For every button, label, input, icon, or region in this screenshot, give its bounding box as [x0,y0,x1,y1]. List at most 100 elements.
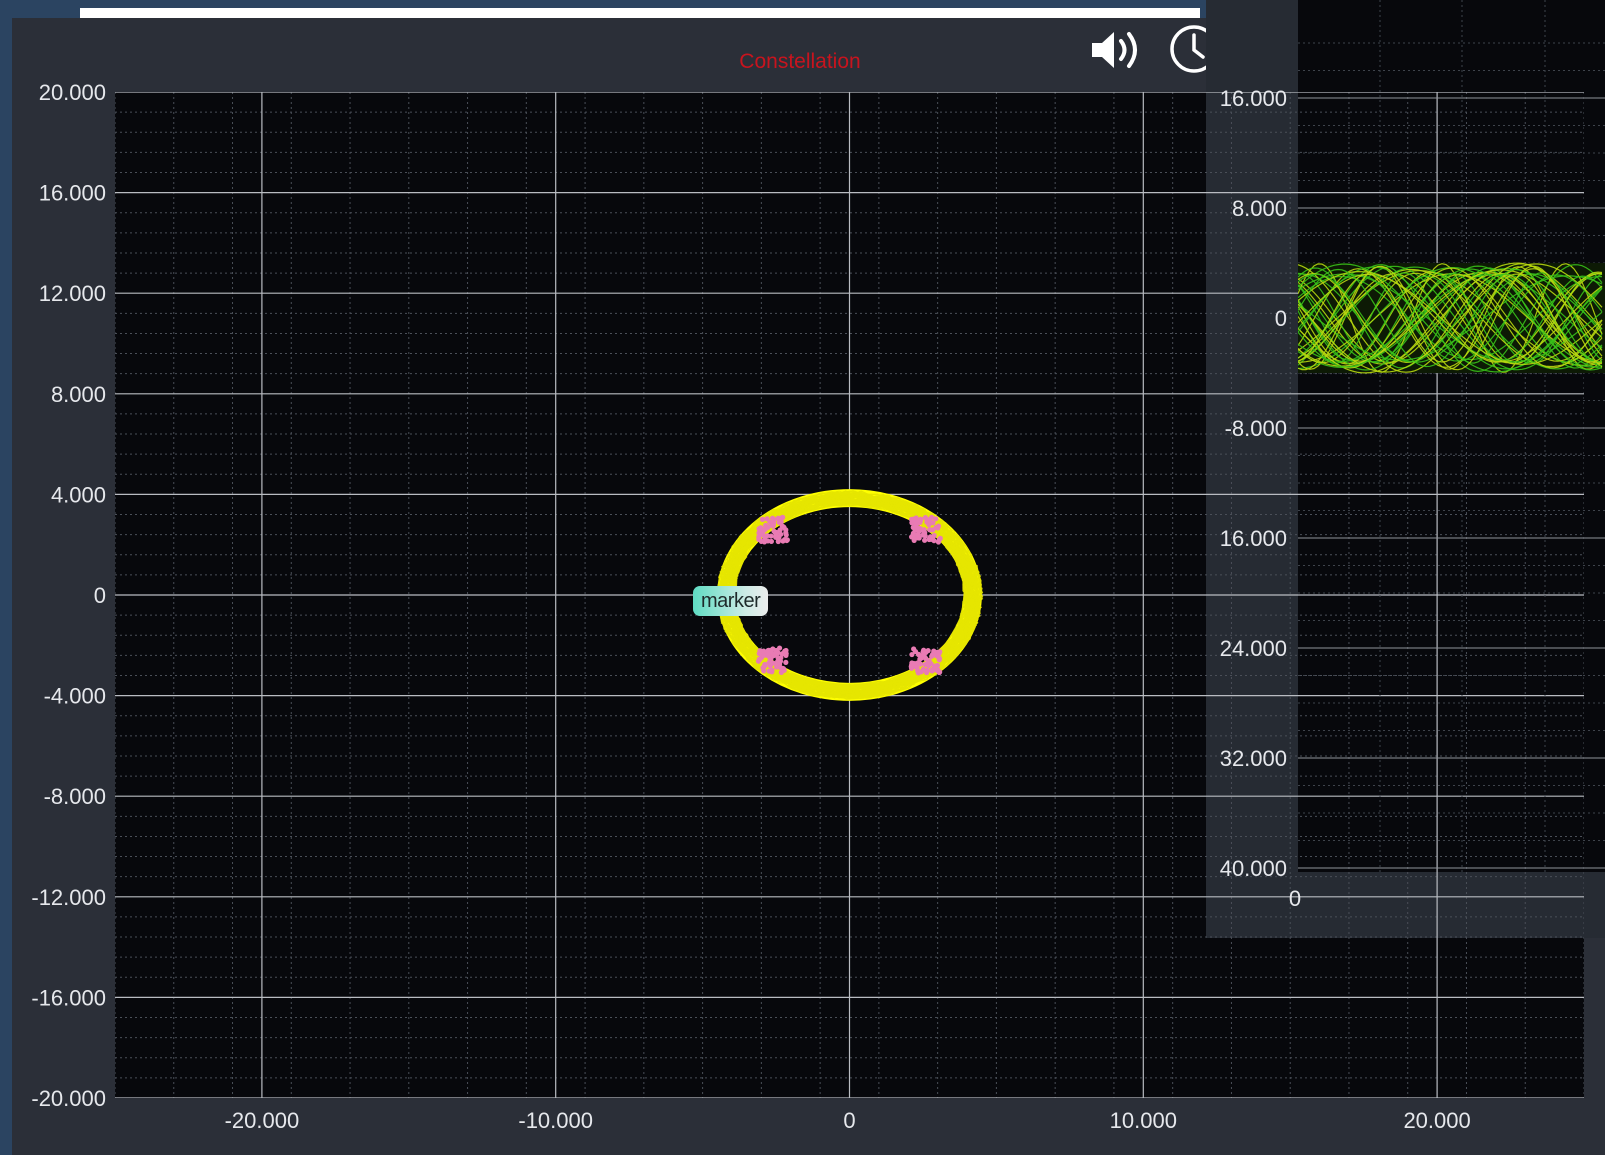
symbol-point [760,528,767,534]
waveform-trace [1298,273,1603,363]
y-tick-label: -4.000 [44,684,106,709]
trace-line [728,490,978,694]
waveform-trace [1298,263,1603,373]
symbol-point [909,651,915,658]
waveform-trace [1298,271,1603,365]
series-waveform [1298,262,1605,374]
symbol-point [768,533,774,539]
waveform-trace [1298,272,1603,364]
symbol-point [764,516,770,522]
symbol-point [783,659,789,665]
symbol-point [920,649,926,655]
symbol-point [933,516,939,522]
y-tick-label: 12.000 [39,281,106,306]
waveform-trace [1298,267,1603,369]
symbol-point [929,514,935,520]
x-tick-label: 10.000 [1110,1108,1177,1133]
symbol-point [778,531,784,537]
time-domain-chart: 16.000 8.000 0 -8.000 16.000 24.000 32.000 40.0… [1220,0,1605,911]
symbol-point [768,538,775,545]
symbol-point [917,656,923,662]
constellation-chart: 20.000 16.000 12.000 8.000 4.000 0 -4.000 -8.00… [31,80,1584,1133]
chart-title: Constellation [739,50,861,73]
symbol-point [915,519,922,525]
marker-annotation[interactable]: marker [693,586,769,616]
symbol-point [923,667,930,674]
symbol-point [784,537,790,543]
symbol-point [918,669,924,675]
symbol-point [780,524,787,530]
symbol-point [773,664,780,670]
top-bar [80,8,1200,18]
symbol-point [922,537,928,543]
waveform-trace [1298,274,1603,362]
y-tick-label: -12.000 [31,885,106,910]
symbol-point [922,514,929,521]
symbol-point [769,667,775,673]
series-symbol-points [755,514,943,676]
y-tick-label: -20.000 [31,1086,106,1111]
y-tick-label: 8.000 [1232,196,1287,221]
symbol-point [910,517,916,523]
trace-line [719,500,981,695]
symbol-point [913,527,920,533]
symbol-point [927,527,933,533]
symbol-point [759,516,766,522]
y-tick-label: -8.000 [44,784,106,809]
y-tick-label: 24.000 [1220,636,1287,661]
waveform-trace [1298,272,1603,364]
symbol-cluster [908,646,943,676]
symbol-point [929,535,936,541]
symbol-point [908,663,914,670]
y-tick-label: 16.000 [39,181,106,206]
x-tick-label: 0 [1289,886,1301,911]
symbol-point [908,534,915,540]
symbol-point [778,515,784,521]
symbol-point [783,652,789,658]
waveform-trace [1298,273,1603,363]
symbol-point [925,663,932,669]
symbol-point [768,660,774,666]
symbol-point [931,663,938,669]
symbol-point [769,515,776,521]
symbol-point [783,530,789,536]
symbol-point [768,656,774,662]
symbol-cluster [756,514,790,545]
symbol-point [761,668,767,674]
time-domain-grid [1298,0,1605,872]
constellation-grid [115,92,1584,1098]
symbol-cluster [908,514,943,545]
symbol-point [761,648,767,654]
symbol-point [925,648,931,654]
symbol-point [765,652,771,658]
symbol-point [936,537,942,543]
y-tick-label: 0 [1275,306,1287,331]
x-tick-label: 0 [843,1108,855,1133]
symbol-point [920,527,926,534]
symbol-point [757,656,763,663]
waveform-trace [1298,275,1603,361]
trace-line [721,490,977,700]
y-tick-label: -16.000 [31,985,106,1010]
symbol-point [762,662,768,669]
speaker-icon[interactable] [1088,25,1144,75]
symbol-point [933,524,939,531]
symbol-point [778,519,784,525]
waveform-trace [1298,268,1603,368]
symbol-cluster [755,645,789,675]
waveform-trace [1298,265,1603,371]
symbol-point [776,645,783,651]
x-tick-label: -10.000 [518,1108,593,1133]
trace-line [722,492,982,692]
waveform-trace [1298,269,1603,367]
waveform-trace [1298,263,1603,373]
symbol-point [937,649,943,655]
symbol-point [775,538,781,545]
symbol-point [771,528,777,534]
waveform-trace [1298,273,1603,363]
y-tick-label: 32.000 [1220,746,1287,771]
symbol-point [777,664,784,671]
time-domain-plot-area[interactable] [1298,0,1605,872]
symbol-point [922,654,928,661]
